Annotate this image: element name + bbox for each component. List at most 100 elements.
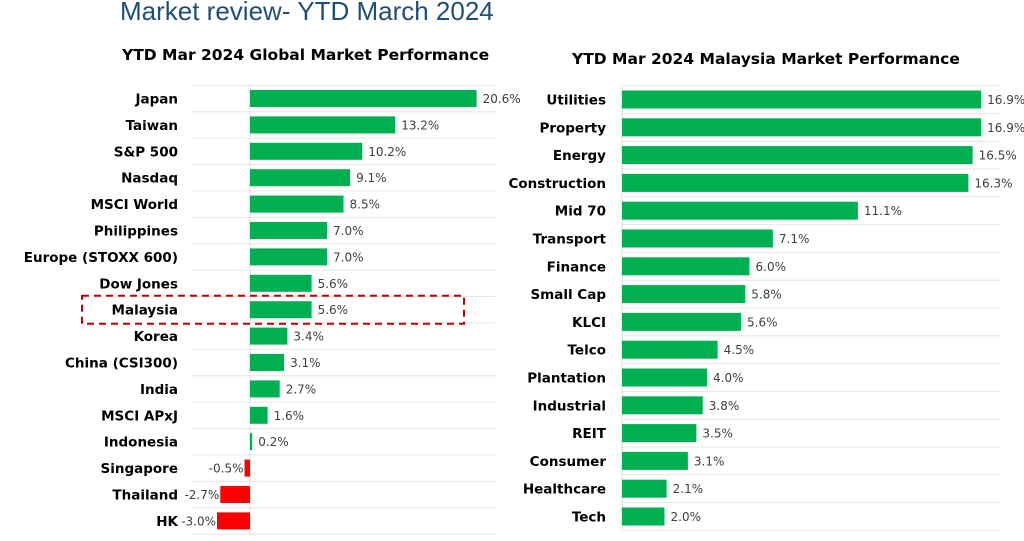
global-value-label: 13.2% xyxy=(401,118,439,132)
malaysia-chart-title: YTD Mar 2024 Malaysia Market Performance xyxy=(572,50,960,68)
global-value-label: 0.2% xyxy=(258,435,289,449)
malaysia-category-label: Consumer xyxy=(530,454,607,470)
malaysia-category-label: Transport xyxy=(533,232,607,248)
global-value-label: 5.6% xyxy=(318,277,349,291)
malaysia-bar xyxy=(622,479,667,498)
malaysia-value-label: 2.1% xyxy=(673,482,704,496)
malaysia-category-label: Healthcare xyxy=(523,482,606,498)
global-bar xyxy=(250,195,344,213)
global-value-label: 10.2% xyxy=(368,145,406,159)
malaysia-bar xyxy=(622,340,718,359)
global-value-label: 20.6% xyxy=(483,92,521,106)
global-value-label: 9.1% xyxy=(356,171,387,185)
global-category-label: S&P 500 xyxy=(114,144,178,160)
malaysia-value-label: 5.8% xyxy=(751,288,782,302)
malaysia-category-label: Plantation xyxy=(527,371,606,387)
global-value-label: -3.0% xyxy=(181,514,216,528)
malaysia-category-label: KLCI xyxy=(572,315,606,331)
global-category-label: China (CSI300) xyxy=(65,356,178,372)
malaysia-value-label: 16.9% xyxy=(987,121,1024,135)
global-bar xyxy=(244,459,250,477)
global-category-label: Singapore xyxy=(101,461,179,477)
global-bar xyxy=(250,274,312,292)
global-category-label: Korea xyxy=(134,329,178,345)
global-category-label: India xyxy=(140,382,178,398)
global-category-label: Philippines xyxy=(94,224,178,240)
malaysia-bar xyxy=(622,257,750,276)
global-category-label: Nasdaq xyxy=(121,171,178,187)
malaysia-category-label: Construction xyxy=(508,176,606,192)
malaysia-category-label: Industrial xyxy=(533,398,606,414)
global-value-label: 7.0% xyxy=(333,250,364,264)
malaysia-value-label: 7.1% xyxy=(779,232,810,246)
global-bar xyxy=(250,248,327,266)
malaysia-category-label: Tech xyxy=(572,510,606,526)
page-title: Market review- YTD March 2024 xyxy=(120,0,494,26)
malaysia-value-label: 3.8% xyxy=(709,399,740,413)
malaysia-bar xyxy=(622,451,688,470)
malaysia-value-label: 3.5% xyxy=(702,427,733,441)
malaysia-bar xyxy=(622,173,969,192)
malaysia-category-label: Finance xyxy=(547,259,606,275)
global-category-label: Japan xyxy=(134,92,178,108)
malaysia-value-label: 16.9% xyxy=(987,93,1024,107)
global-category-label: MSCI APxJ xyxy=(101,408,178,424)
global-category-label: Thailand xyxy=(112,488,178,504)
global-category-label: MSCI World xyxy=(91,197,178,213)
malaysia-value-label: 16.5% xyxy=(979,149,1017,163)
malaysia-bar xyxy=(622,285,746,304)
global-bar xyxy=(250,327,288,345)
malaysia-bar xyxy=(622,396,703,415)
global-value-label: 1.6% xyxy=(274,409,305,423)
global-bar xyxy=(250,433,253,451)
global-bar xyxy=(250,406,268,424)
malaysia-category-label: REIT xyxy=(572,426,607,442)
malaysia-category-label: Mid 70 xyxy=(555,204,606,220)
global-value-label: 7.0% xyxy=(333,224,364,238)
global-bar xyxy=(220,486,250,503)
global-bar xyxy=(250,142,363,160)
malaysia-value-label: 16.3% xyxy=(974,176,1012,190)
malaysia-category-label: Property xyxy=(539,120,606,136)
malaysia-category-label: Telco xyxy=(568,343,606,359)
malaysia-category-label: Energy xyxy=(553,148,606,164)
global-value-label: 3.1% xyxy=(290,356,321,370)
malaysia-value-label: 4.5% xyxy=(724,343,755,357)
global-value-label: -0.5% xyxy=(209,462,244,476)
malaysia-bar xyxy=(622,424,697,443)
global-bar xyxy=(217,512,250,530)
malaysia-bar xyxy=(622,90,982,109)
global-value-label: -2.7% xyxy=(184,488,219,502)
malaysia-value-label: 6.0% xyxy=(756,260,787,274)
malaysia-category-label: Utilities xyxy=(546,93,606,109)
global-category-label: Taiwan xyxy=(126,118,178,134)
global-bar xyxy=(250,90,477,107)
global-category-label: Europe (STOXX 600) xyxy=(24,250,178,266)
global-bar xyxy=(250,222,327,239)
global-bar xyxy=(250,301,312,319)
global-value-label: 8.5% xyxy=(350,198,381,212)
malaysia-category-label: Small Cap xyxy=(530,287,606,303)
malaysia-highlight-box xyxy=(81,294,465,325)
global-category-label: Malaysia xyxy=(112,303,178,319)
malaysia-value-label: 4.0% xyxy=(713,371,744,385)
malaysia-bar xyxy=(622,312,741,331)
malaysia-value-label: 5.6% xyxy=(747,315,778,329)
malaysia-bar xyxy=(622,507,665,526)
global-chart-title: YTD Mar 2024 Global Market Performance xyxy=(122,46,490,64)
malaysia-value-label: 11.1% xyxy=(864,204,902,218)
malaysia-bar xyxy=(622,368,707,387)
global-value-label: 2.7% xyxy=(286,382,317,396)
malaysia-bar xyxy=(622,118,982,137)
global-value-label: 3.4% xyxy=(293,330,324,344)
global-value-label: 5.6% xyxy=(318,303,349,317)
global-bar xyxy=(250,116,396,134)
malaysia-value-label: 3.1% xyxy=(694,454,725,468)
global-category-label: HK xyxy=(156,514,178,530)
malaysia-bar xyxy=(622,229,773,248)
global-bar xyxy=(250,354,285,371)
malaysia-bar xyxy=(622,146,973,165)
malaysia-value-label: 2.0% xyxy=(671,510,702,524)
global-category-label: Indonesia xyxy=(104,435,178,451)
